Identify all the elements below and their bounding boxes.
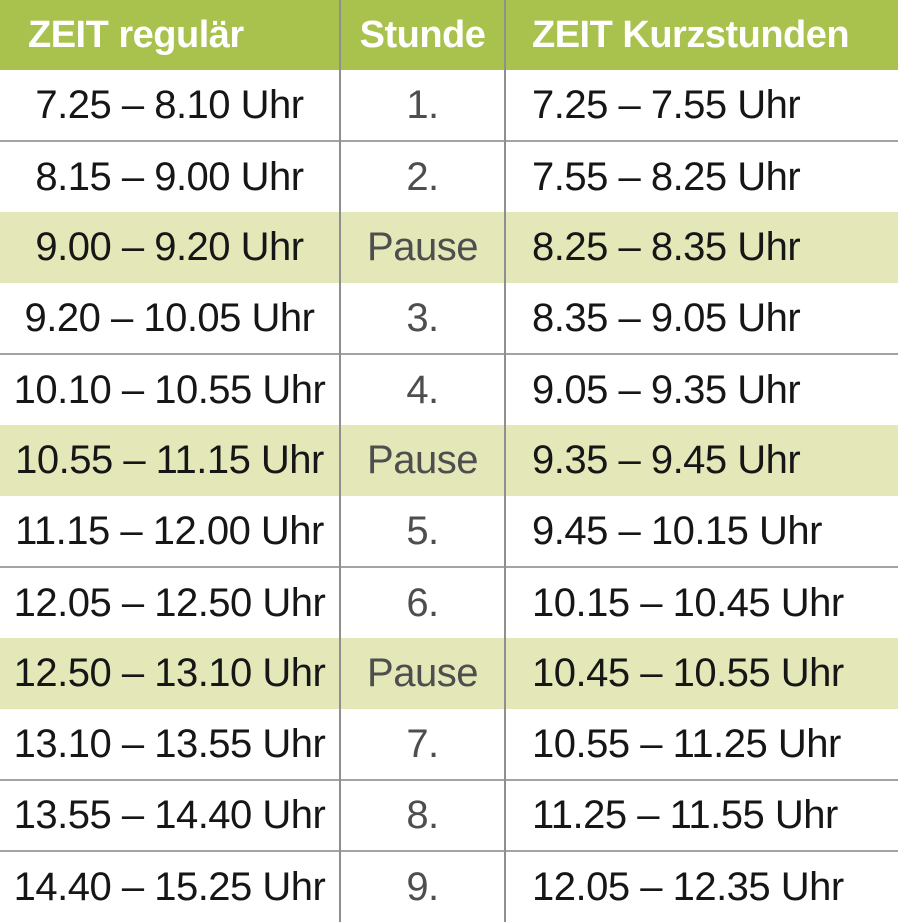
kurzstunden-time-cell: 8.35 – 9.05 Uhr bbox=[504, 283, 898, 354]
kurzstunden-time-cell: 9.05 – 9.35 Uhr bbox=[504, 353, 898, 425]
stunde-cell: 5. bbox=[339, 496, 505, 567]
column-header-stunde: Stunde bbox=[339, 0, 505, 70]
kurzstunden-time-cell: 7.25 – 7.55 Uhr bbox=[504, 70, 898, 141]
stunde-cell: 8. bbox=[339, 779, 505, 851]
kurzstunden-time-cell: 9.35 – 9.45 Uhr bbox=[504, 425, 898, 496]
stunde-cell: Pause bbox=[339, 425, 505, 496]
table-row: 7.25 – 8.10 Uhr 1. 7.25 – 7.55 Uhr bbox=[0, 70, 898, 141]
regular-time-cell: 12.50 – 13.10 Uhr bbox=[0, 638, 340, 709]
stunde-cell: 9. bbox=[339, 850, 505, 922]
column-header-zeit-regulaer: ZEIT regulär bbox=[0, 0, 340, 70]
header-row: ZEIT regulär Stunde ZEIT Kurzstunden bbox=[0, 0, 898, 70]
regular-time-cell: 7.25 – 8.10 Uhr bbox=[35, 82, 304, 127]
table-row: 9.00 – 9.20 Uhr Pause 8.25 – 8.35 Uhr bbox=[0, 212, 898, 283]
regular-time-cell: 9.00 – 9.20 Uhr bbox=[0, 212, 340, 283]
kurzstunden-time-cell: 12.05 – 12.35 Uhr bbox=[504, 850, 898, 922]
table-row: 14.40 – 15.25 Uhr 9. 12.05 – 12.35 Uhr bbox=[0, 850, 898, 922]
stunde-cell: Pause bbox=[339, 638, 505, 709]
kurzstunden-time-cell: 9.45 – 10.15 Uhr bbox=[504, 496, 898, 567]
stunde-cell: 3. bbox=[339, 283, 505, 354]
regular-time-cell: 8.15 – 9.00 Uhr bbox=[0, 140, 340, 212]
table-row: 10.10 – 10.55 Uhr 4. 9.05 – 9.35 Uhr bbox=[0, 353, 898, 425]
stunde-cell: 2. bbox=[339, 140, 505, 212]
table-row: 13.55 – 14.40 Uhr 8. 11.25 – 11.55 Uhr bbox=[0, 779, 898, 851]
table-row: 13.10 – 13.55 Uhr 7. 10.55 – 11.25 Uhr bbox=[0, 709, 898, 780]
regular-time-cell: 14.40 – 15.25 Uhr bbox=[0, 850, 340, 922]
kurzstunden-time-cell: 11.25 – 11.55 Uhr bbox=[504, 779, 898, 851]
regular-time-cell: 9.20 – 10.05 Uhr bbox=[24, 295, 316, 340]
stunde-cell: 4. bbox=[339, 353, 505, 425]
regular-time-cell: 13.55 – 14.40 Uhr bbox=[0, 779, 340, 851]
table-row: 11.15 – 12.00 Uhr 5. 9.45 – 10.15 Uhr bbox=[0, 496, 898, 567]
stunde-cell: 7. bbox=[339, 709, 505, 780]
regular-time-cell: 13.10 – 13.55 Uhr bbox=[13, 721, 326, 766]
stunde-cell: Pause bbox=[339, 212, 505, 283]
kurzstunden-time-cell: 10.15 – 10.45 Uhr bbox=[504, 566, 898, 638]
kurzstunden-time-cell: 10.55 – 11.25 Uhr bbox=[504, 709, 898, 780]
table-row: 12.50 – 13.10 Uhr Pause 10.45 – 10.55 Uh… bbox=[0, 638, 898, 709]
table-row: 9.20 – 10.05 Uhr 3. 8.35 – 9.05 Uhr bbox=[0, 283, 898, 354]
table-row: 8.15 – 9.00 Uhr 2. 7.55 – 8.25 Uhr bbox=[0, 140, 898, 212]
table-row: 12.05 – 12.50 Uhr 6. 10.15 – 10.45 Uhr bbox=[0, 566, 898, 638]
stunde-cell: 1. bbox=[339, 70, 505, 141]
regular-time-cell: 10.55 – 11.15 Uhr bbox=[0, 425, 340, 496]
timetable-body: 7.25 – 8.10 Uhr 1. 7.25 – 7.55 Uhr 8.15 … bbox=[0, 70, 898, 922]
regular-time-cell: 11.15 – 12.00 Uhr bbox=[15, 508, 324, 553]
regular-time-cell: 10.10 – 10.55 Uhr bbox=[0, 353, 340, 425]
regular-time-cell: 12.05 – 12.50 Uhr bbox=[0, 566, 340, 638]
kurzstunden-time-cell: 7.55 – 8.25 Uhr bbox=[504, 140, 898, 212]
kurzstunden-time-cell: 8.25 – 8.35 Uhr bbox=[504, 212, 898, 283]
table-row: 10.55 – 11.15 Uhr Pause 9.35 – 9.45 Uhr bbox=[0, 425, 898, 496]
stunde-cell: 6. bbox=[339, 566, 505, 638]
column-header-zeit-kurzstunden: ZEIT Kurzstunden bbox=[504, 0, 898, 70]
kurzstunden-time-cell: 10.45 – 10.55 Uhr bbox=[504, 638, 898, 709]
